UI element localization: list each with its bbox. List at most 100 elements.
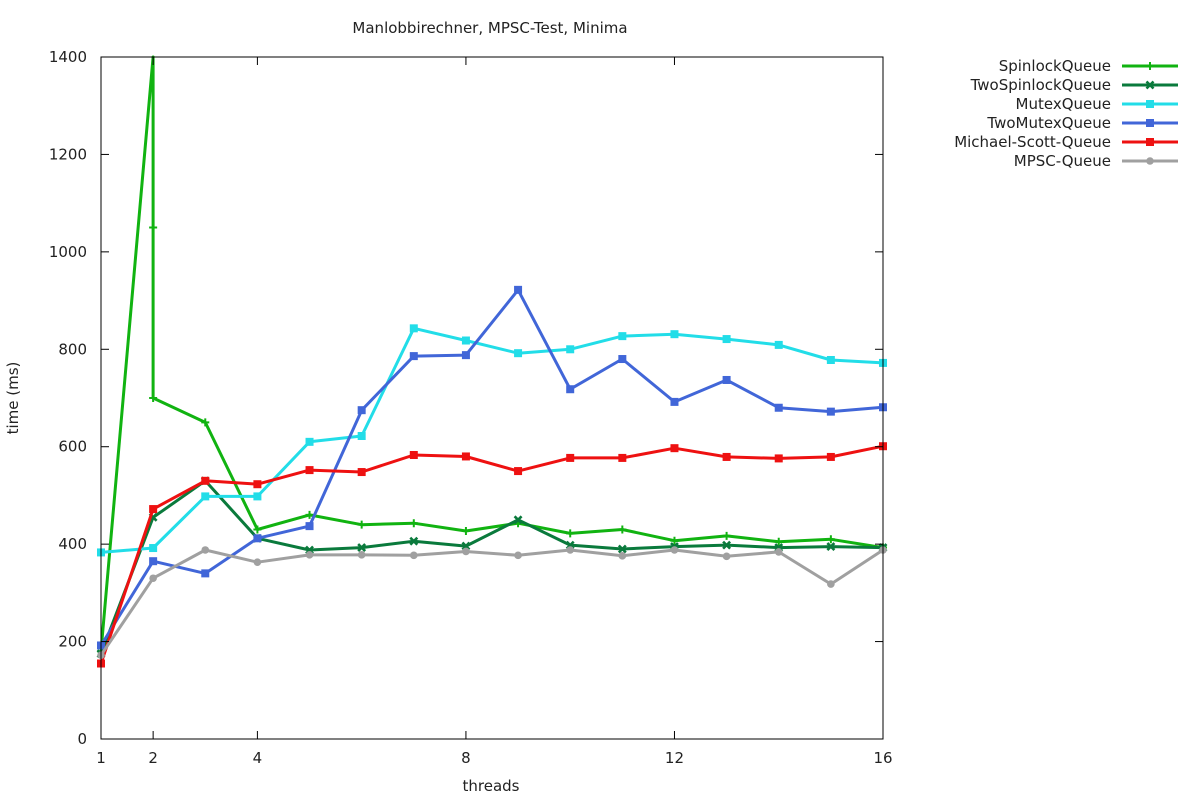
legend-entry: SpinlockQueue xyxy=(999,57,1178,75)
data-point xyxy=(618,525,627,534)
legend-label: MutexQueue xyxy=(1016,95,1111,113)
x-tick-label: 4 xyxy=(253,749,263,767)
data-point xyxy=(409,352,418,361)
y-tick-label: 800 xyxy=(58,340,87,358)
data-point xyxy=(774,403,783,412)
data-point xyxy=(566,385,575,394)
legend-marker xyxy=(1146,62,1154,70)
legend-entry: TwoMutexQueue xyxy=(986,114,1178,132)
data-point xyxy=(149,544,158,553)
data-point xyxy=(826,407,835,416)
data-point xyxy=(357,551,366,559)
y-tick-label: 400 xyxy=(58,535,87,553)
y-tick-label: 1200 xyxy=(49,145,87,163)
data-point xyxy=(409,536,419,546)
data-point xyxy=(670,397,679,406)
data-point xyxy=(826,452,835,461)
data-point xyxy=(409,324,418,333)
data-point xyxy=(201,546,210,554)
series-line-mutexqueue xyxy=(100,326,884,554)
data-point xyxy=(566,345,575,354)
x-tick-label: 1 xyxy=(96,749,106,767)
legend-entry: MutexQueue xyxy=(1016,95,1178,113)
data-point xyxy=(514,467,523,476)
data-point xyxy=(253,492,262,501)
data-point xyxy=(566,529,575,538)
data-point xyxy=(201,569,210,578)
data-point xyxy=(149,505,158,514)
series-line-twospinlockqueue xyxy=(99,479,884,655)
series-mutexqueue xyxy=(97,324,887,557)
y-tick-label: 0 xyxy=(77,730,87,748)
data-point xyxy=(514,349,523,358)
data-point xyxy=(253,534,262,543)
data-point xyxy=(774,454,783,463)
data-point xyxy=(618,552,627,560)
y-tick-label: 1400 xyxy=(49,48,87,66)
data-point xyxy=(513,515,523,525)
legend-marker xyxy=(1146,119,1154,127)
data-point xyxy=(618,453,627,462)
data-point xyxy=(149,394,158,402)
legend-marker xyxy=(1146,157,1154,165)
data-point xyxy=(670,536,679,545)
data-point xyxy=(253,480,262,489)
series-line-spinlockqueue xyxy=(99,55,884,652)
data-point xyxy=(409,519,418,528)
y-tick-label: 1000 xyxy=(49,243,87,261)
data-point xyxy=(409,450,418,459)
series-layer xyxy=(96,55,888,668)
x-tick-label: 8 xyxy=(461,749,471,767)
data-point xyxy=(618,332,627,341)
data-point xyxy=(722,540,732,550)
data-point xyxy=(305,510,314,519)
data-point xyxy=(461,452,470,461)
series-twomutexqueue xyxy=(97,285,887,650)
data-point xyxy=(357,468,366,477)
data-point xyxy=(618,355,627,364)
data-point xyxy=(722,335,731,344)
legend-label: MPSC-Queue xyxy=(1014,152,1111,170)
legend-label: TwoMutexQueue xyxy=(986,114,1111,132)
data-point xyxy=(201,418,210,427)
data-point xyxy=(149,557,158,566)
legend-entry: Michael-Scott-Queue xyxy=(954,133,1178,151)
x-tick-label: 2 xyxy=(148,749,158,767)
legend-entry: TwoSpinlockQueue xyxy=(970,76,1178,94)
data-point xyxy=(410,551,418,560)
data-point xyxy=(357,406,366,415)
data-point xyxy=(357,543,367,552)
legend: SpinlockQueueTwoSpinlockQueueMutexQueueT… xyxy=(954,57,1178,170)
data-point xyxy=(514,285,523,294)
data-point xyxy=(149,574,157,583)
data-point xyxy=(774,340,783,349)
data-point xyxy=(670,546,679,554)
data-point xyxy=(357,431,366,440)
legend-marker xyxy=(1146,100,1154,108)
y-axis-label: time (ms) xyxy=(4,362,22,435)
data-point xyxy=(722,375,731,384)
data-point xyxy=(461,541,471,551)
data-point xyxy=(201,476,210,485)
data-point xyxy=(670,330,679,339)
legend-label: SpinlockQueue xyxy=(999,57,1111,75)
data-point xyxy=(514,551,522,560)
data-point xyxy=(253,558,262,566)
chart-title: Manlobbirechner, MPSC-Test, Minima xyxy=(352,19,627,37)
data-point xyxy=(774,548,783,556)
series-line-mpsc-queue xyxy=(99,548,884,657)
data-point xyxy=(305,437,314,446)
data-point xyxy=(722,531,731,540)
series-mpsc-queue xyxy=(97,546,887,660)
data-point xyxy=(305,466,314,475)
data-point xyxy=(149,223,158,232)
legend-marker xyxy=(1146,138,1154,146)
data-point xyxy=(826,356,835,365)
series-line-michael-scott-queue xyxy=(99,444,884,664)
y-tick-label: 600 xyxy=(58,438,87,456)
data-point xyxy=(722,452,731,461)
data-point xyxy=(461,336,470,345)
data-point xyxy=(461,351,470,360)
